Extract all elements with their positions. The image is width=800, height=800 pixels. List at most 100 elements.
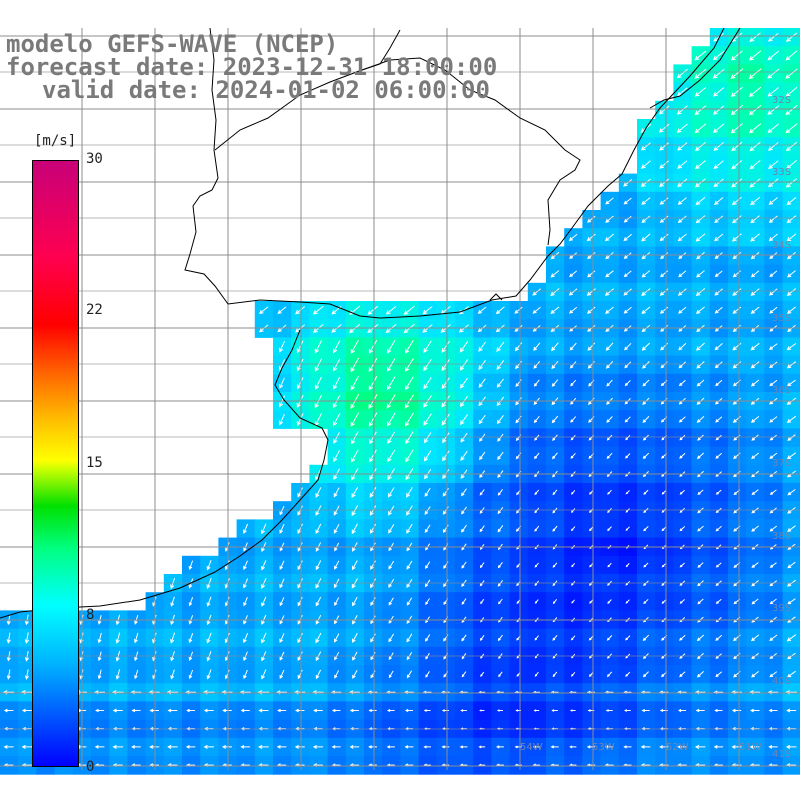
wind-arrow: [732, 215, 742, 224]
wind-arrow: [478, 414, 486, 425]
wind-arrow: [750, 634, 760, 642]
wind-arrow: [297, 523, 303, 535]
wind-arrow: [732, 288, 742, 296]
wind-arrow: [659, 215, 669, 223]
wind-arrow: [533, 379, 540, 387]
wind-arrow: [423, 413, 432, 426]
wind-arrow: [768, 708, 778, 713]
wind-arrow: [404, 358, 414, 372]
wind-arrow: [785, 68, 798, 79]
wind-arrow: [404, 412, 414, 427]
wind-arrow: [625, 490, 630, 495]
wind-arrow: [533, 342, 541, 352]
wind-arrow: [460, 451, 468, 461]
wind-arrow: [570, 452, 576, 459]
wind-arrow: [388, 633, 395, 643]
wind-arrow: [551, 342, 559, 352]
wind-arrow: [750, 288, 760, 296]
wind-arrow: [242, 633, 249, 644]
wind-arrow: [659, 270, 669, 278]
wind-arrow: [533, 415, 540, 424]
wind-arrow: [388, 560, 395, 570]
wind-arrow: [514, 306, 523, 314]
wind-arrow: [261, 596, 267, 607]
wind-arrow: [461, 488, 467, 497]
wind-arrow: [459, 745, 468, 749]
wind-arrow: [533, 360, 541, 369]
wind-arrow: [423, 745, 431, 749]
wind-arrow: [334, 597, 340, 606]
wind-arrow: [586, 233, 596, 242]
wind-arrow: [659, 745, 669, 749]
wind-arrow: [694, 68, 707, 79]
wind-arrow: [24, 632, 30, 644]
wind-arrow: [713, 178, 724, 188]
wind-arrow: [679, 526, 686, 532]
wind-arrow: [424, 524, 431, 533]
wind-arrow: [534, 599, 539, 604]
wind-arrow: [769, 270, 778, 278]
wind-arrow: [21, 708, 32, 713]
wind-arrow: [552, 452, 558, 460]
lat-label-32s: 32S: [772, 95, 792, 106]
wind-arrow: [441, 413, 450, 426]
wind-arrow: [604, 288, 615, 296]
wind-arrow: [786, 306, 796, 314]
wind-arrow: [697, 562, 704, 568]
wind-arrow: [351, 523, 358, 535]
wind-arrow: [514, 342, 523, 352]
lat-label-37s: 37S: [772, 458, 792, 469]
wind-arrow: [750, 708, 760, 713]
title-forecast-date: forecast date: 2023-12-31 18:00:00: [6, 53, 498, 81]
wind-arrow: [188, 597, 194, 607]
wind-arrow: [312, 305, 324, 315]
wind-arrow: [315, 560, 322, 571]
wind-arrow: [587, 342, 596, 351]
wind-arrow: [587, 270, 596, 278]
lat-label-38s: 38S: [772, 531, 792, 542]
wind-arrow: [261, 669, 267, 680]
wind-arrow: [679, 489, 685, 495]
wind-arrow: [188, 669, 194, 680]
wind-arrow: [550, 745, 559, 749]
colorbar: [32, 160, 79, 767]
wind-arrow: [785, 86, 798, 97]
wind-arrow: [277, 306, 287, 314]
wind-arrow: [696, 361, 705, 369]
wind-arrow: [749, 178, 761, 188]
wind-arrow: [676, 68, 688, 79]
wind-arrow: [387, 340, 396, 354]
wind-arrow: [441, 745, 450, 749]
wind-arrow: [243, 597, 248, 607]
wind-arrow: [552, 598, 558, 605]
wind-arrow: [785, 123, 798, 134]
wind-arrow: [768, 197, 778, 205]
wind-arrow: [641, 342, 651, 351]
wind-arrow: [696, 634, 705, 642]
wind-arrow: [297, 560, 303, 571]
wind-arrow: [751, 562, 759, 568]
wind-arrow: [315, 523, 322, 535]
wind-arrow: [749, 744, 760, 749]
wind-arrow: [625, 635, 631, 641]
lat-lon-grid: [0, 28, 800, 770]
wind-arrow: [385, 305, 397, 315]
wind-arrow: [606, 635, 613, 641]
wind-arrow: [479, 562, 485, 569]
wind-arrow: [534, 635, 539, 641]
wind-arrow: [642, 634, 650, 642]
lon-label-53w: 53W: [592, 742, 615, 753]
wind-arrow: [768, 215, 778, 223]
wind-arrow: [404, 708, 413, 713]
wind-arrow: [749, 32, 761, 42]
colorbar-tick-15: 15: [86, 455, 103, 471]
wind-arrow: [624, 342, 632, 351]
wind-arrow: [586, 215, 596, 223]
lat-label-36s: 36S: [772, 385, 792, 396]
wind-arrow: [623, 197, 632, 205]
wind-arrow: [315, 632, 322, 644]
wind-arrow: [605, 270, 614, 278]
wind-arrow: [694, 123, 707, 134]
wind-arrow: [297, 487, 303, 498]
wind-arrow: [112, 708, 123, 713]
